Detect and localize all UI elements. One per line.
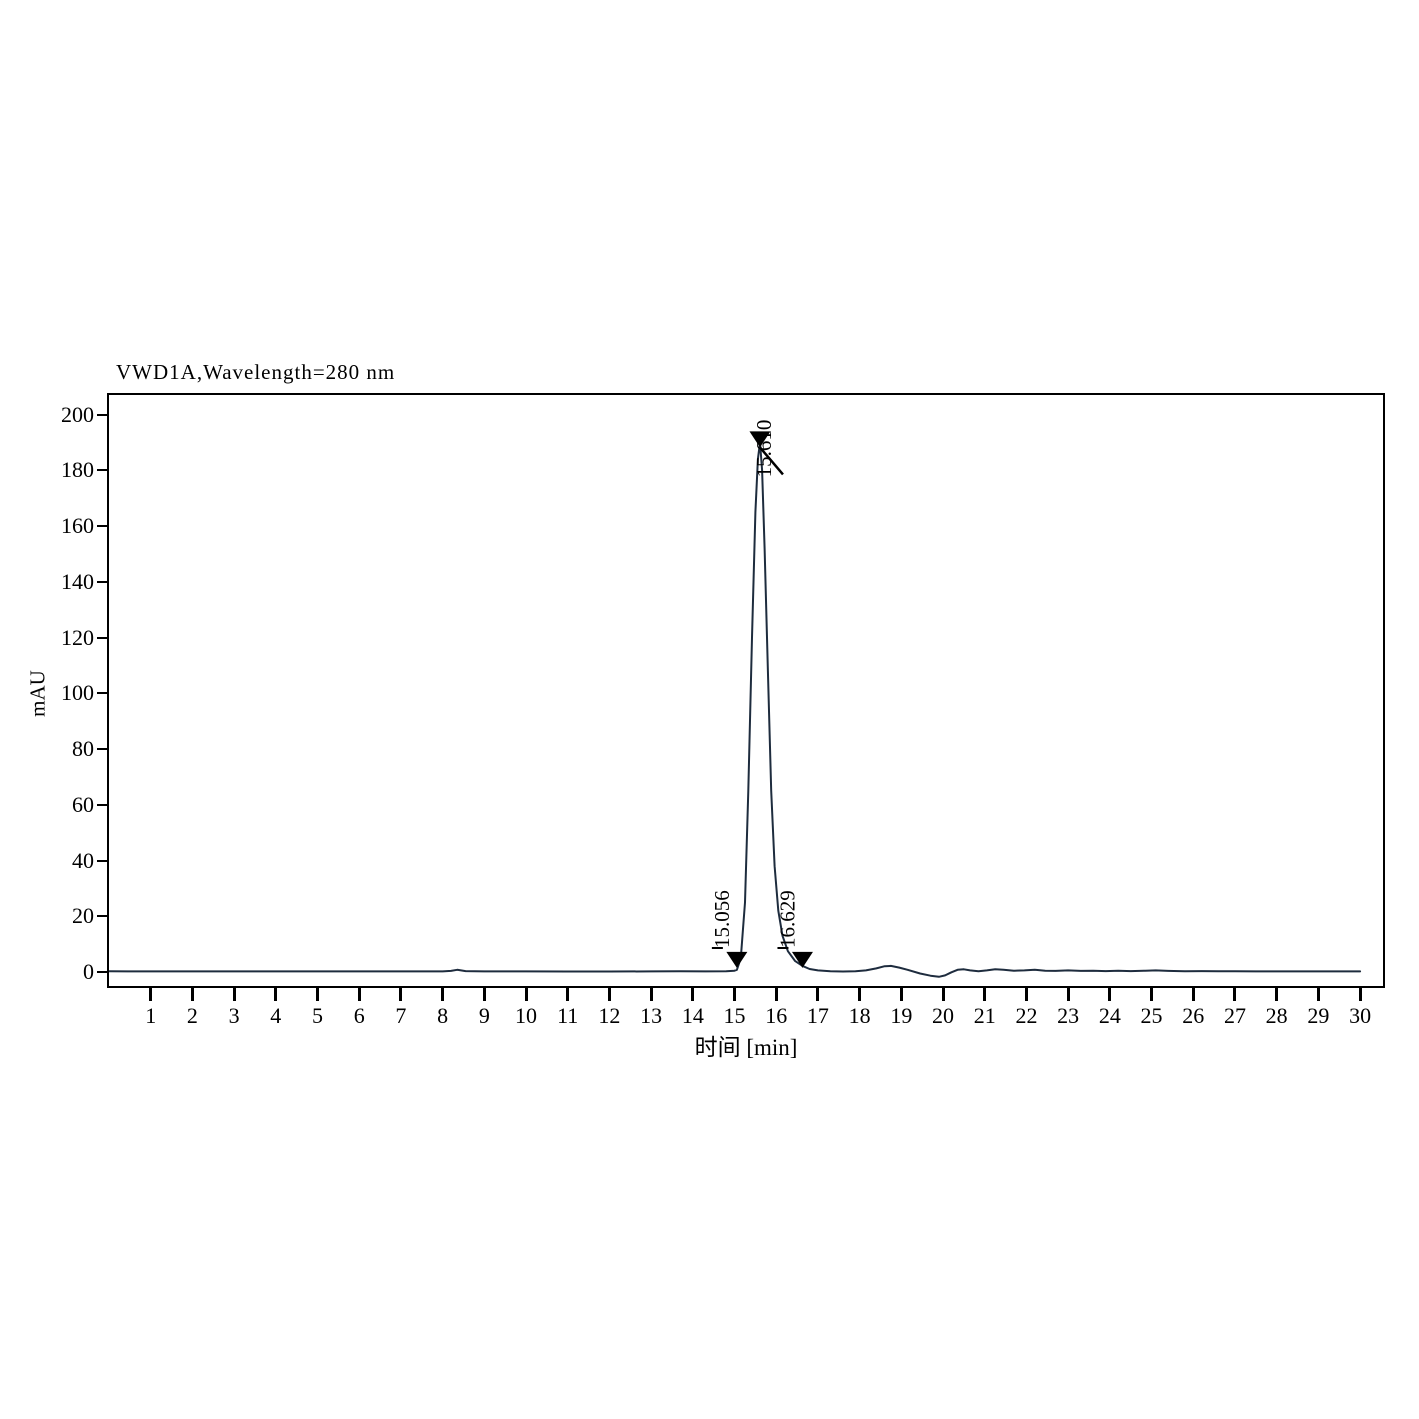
x-tick-mark: [1316, 988, 1320, 1001]
x-tick-label: 6: [353, 1003, 365, 1028]
x-tick-label: 22: [1015, 1003, 1038, 1028]
x-tick-label: 21: [973, 1003, 996, 1028]
x-tick-mark: [190, 988, 194, 1001]
y-tick-mark: [97, 915, 107, 918]
x-tick-mark: [1066, 988, 1070, 1001]
x-tick-label: 25: [1140, 1003, 1163, 1028]
y-tick-label: 0: [83, 959, 94, 985]
x-tick-mark: [441, 988, 445, 1001]
x-tick-mark: [607, 988, 611, 1001]
x-tick-label: 12: [598, 1003, 621, 1028]
chart-title: VWD1A,Wavelength=280 nm: [116, 360, 396, 384]
x-tick-label: 30: [1349, 1003, 1372, 1028]
peak-marker-triangle-icon: [726, 951, 748, 968]
peak-marker-triangle-icon: [749, 431, 771, 448]
x-tick-mark: [316, 988, 319, 1001]
peak-retention-time-label: 15.610: [752, 420, 776, 478]
x-tick-label: 26: [1182, 1003, 1205, 1028]
x-tick-label: 28: [1265, 1003, 1288, 1028]
x-tick-mark: [774, 988, 778, 1001]
x-tick-label: 2: [186, 1003, 198, 1028]
y-tick-label: 100: [61, 680, 94, 706]
x-tick-label: 3: [228, 1003, 240, 1028]
x-tick-label: 14: [681, 1003, 704, 1028]
y-tick-mark: [97, 525, 107, 528]
x-tick-mark: [858, 988, 862, 1001]
y-tick-mark: [97, 803, 107, 806]
x-tick-mark: [983, 988, 987, 1001]
y-tick-mark: [97, 469, 107, 472]
y-tick-mark: [97, 580, 107, 583]
peak-label-leader-line: [759, 446, 784, 476]
chromatogram-trace: 15.610 15.056 16.629: [109, 420, 1362, 978]
x-tick-mark: [941, 988, 945, 1001]
y-tick-mark: [97, 636, 107, 639]
x-tick-label: 16: [765, 1003, 788, 1028]
x-tick-label: 19: [890, 1003, 913, 1028]
x-tick-label: 5: [312, 1003, 323, 1028]
y-tick-mark: [97, 971, 107, 974]
y-tick-label: 60: [72, 791, 94, 817]
x-tick-label: 29: [1307, 1003, 1330, 1028]
y-tick-label: 180: [61, 457, 94, 483]
y-tick-mark: [97, 859, 107, 862]
x-tick-mark: [649, 988, 653, 1001]
y-tick-label: 80: [72, 736, 94, 762]
x-tick-mark: [149, 988, 153, 1001]
x-tick-mark: [399, 988, 403, 1001]
x-tick-mark: [482, 988, 486, 1001]
x-tick-label: 15: [723, 1003, 746, 1028]
x-tick-mark: [816, 988, 820, 1001]
x-tick-mark: [1358, 988, 1362, 1001]
y-tick-label: 120: [61, 624, 94, 650]
y-tick-label: 140: [61, 568, 94, 594]
y-tick-mark: [97, 413, 107, 416]
y-tick-label: 40: [72, 847, 94, 873]
x-tick-label: 20: [932, 1003, 955, 1028]
y-tick-label: 200: [61, 401, 94, 427]
peak-marker-triangle-icon: [791, 951, 813, 968]
x-tick-label: 13: [640, 1003, 663, 1028]
x-tick-label: 24: [1098, 1003, 1121, 1028]
x-tick-mark: [566, 988, 570, 1001]
x-tick-mark: [1191, 988, 1195, 1001]
x-tick-mark: [1233, 988, 1237, 1001]
x-tick-label: 4: [270, 1003, 282, 1028]
x-tick-label: 11: [557, 1003, 579, 1028]
x-tick-label: 10: [515, 1003, 538, 1028]
y-tick-mark: [97, 748, 107, 751]
x-tick-label: 18: [848, 1003, 871, 1028]
x-tick-mark: [1024, 988, 1028, 1001]
x-tick-label: 1: [145, 1003, 157, 1028]
y-tick-label: 20: [72, 903, 94, 929]
peak-start-time-label: 15.056: [710, 890, 734, 948]
x-tick-mark: [524, 988, 528, 1001]
peak-end-time-label: 16.629: [775, 890, 799, 948]
x-tick-mark: [274, 988, 278, 1001]
x-tick-label: 9: [478, 1003, 490, 1028]
x-tick-mark: [1108, 988, 1112, 1001]
x-tick-mark: [691, 988, 695, 1001]
y-tick-label: 160: [61, 513, 94, 539]
signal-trace: [109, 441, 1362, 978]
x-tick-label: 8: [437, 1003, 449, 1028]
plot-area: 15.610 15.056 16.629: [107, 393, 1385, 988]
x-tick-mark: [357, 988, 361, 1001]
x-tick-mark: [1275, 988, 1279, 1001]
x-tick-mark: [733, 988, 737, 1001]
x-tick-mark: [899, 988, 903, 1001]
x-tick-label: 27: [1223, 1003, 1246, 1028]
x-axis-label: 时间 [min]: [694, 1035, 798, 1060]
x-tick-mark: [1150, 988, 1154, 1001]
x-tick-label: 23: [1057, 1003, 1080, 1028]
x-tick-mark: [232, 988, 236, 1001]
y-tick-mark: [97, 692, 107, 695]
x-tick-label: 7: [395, 1003, 407, 1028]
x-tick-label: 17: [806, 1003, 829, 1028]
